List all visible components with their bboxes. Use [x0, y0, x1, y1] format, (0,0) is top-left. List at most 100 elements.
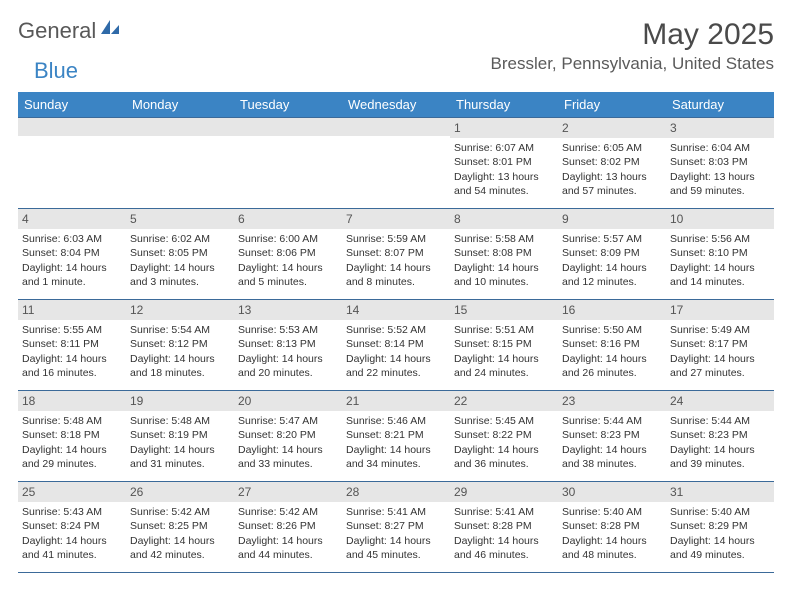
daylight-text: Daylight: 14 hours and 29 minutes. — [22, 443, 122, 471]
sunset-text: Sunset: 8:09 PM — [562, 246, 662, 260]
day-cell: 9Sunrise: 5:57 AMSunset: 8:09 PMDaylight… — [558, 209, 666, 299]
day-details: Sunrise: 5:41 AMSunset: 8:28 PMDaylight:… — [450, 502, 558, 566]
day-cell: 16Sunrise: 5:50 AMSunset: 8:16 PMDayligh… — [558, 300, 666, 390]
sunrise-text: Sunrise: 5:48 AM — [22, 414, 122, 428]
day-cell: 27Sunrise: 5:42 AMSunset: 8:26 PMDayligh… — [234, 482, 342, 572]
day-details: Sunrise: 6:07 AMSunset: 8:01 PMDaylight:… — [450, 138, 558, 202]
sunset-text: Sunset: 8:28 PM — [562, 519, 662, 533]
sunrise-text: Sunrise: 5:54 AM — [130, 323, 230, 337]
day-cell: 15Sunrise: 5:51 AMSunset: 8:15 PMDayligh… — [450, 300, 558, 390]
sunset-text: Sunset: 8:13 PM — [238, 337, 338, 351]
day-details: Sunrise: 5:51 AMSunset: 8:15 PMDaylight:… — [450, 320, 558, 384]
day-details: Sunrise: 6:04 AMSunset: 8:03 PMDaylight:… — [666, 138, 774, 202]
sunrise-text: Sunrise: 5:44 AM — [670, 414, 770, 428]
sunset-text: Sunset: 8:24 PM — [22, 519, 122, 533]
day-details: Sunrise: 5:53 AMSunset: 8:13 PMDaylight:… — [234, 320, 342, 384]
day-cell: 31Sunrise: 5:40 AMSunset: 8:29 PMDayligh… — [666, 482, 774, 572]
day-number: 6 — [234, 209, 342, 229]
week-row: 11Sunrise: 5:55 AMSunset: 8:11 PMDayligh… — [18, 299, 774, 390]
sunset-text: Sunset: 8:23 PM — [670, 428, 770, 442]
sunrise-text: Sunrise: 5:50 AM — [562, 323, 662, 337]
daylight-text: Daylight: 14 hours and 22 minutes. — [346, 352, 446, 380]
day-details: Sunrise: 5:52 AMSunset: 8:14 PMDaylight:… — [342, 320, 450, 384]
day-number: 4 — [18, 209, 126, 229]
day-cell: 21Sunrise: 5:46 AMSunset: 8:21 PMDayligh… — [342, 391, 450, 481]
day-cell: 2Sunrise: 6:05 AMSunset: 8:02 PMDaylight… — [558, 118, 666, 208]
day-cell: 22Sunrise: 5:45 AMSunset: 8:22 PMDayligh… — [450, 391, 558, 481]
daylight-text: Daylight: 14 hours and 39 minutes. — [670, 443, 770, 471]
day-details: Sunrise: 6:00 AMSunset: 8:06 PMDaylight:… — [234, 229, 342, 293]
day-number: 29 — [450, 482, 558, 502]
day-cell: 7Sunrise: 5:59 AMSunset: 8:07 PMDaylight… — [342, 209, 450, 299]
sunset-text: Sunset: 8:08 PM — [454, 246, 554, 260]
sunrise-text: Sunrise: 5:45 AM — [454, 414, 554, 428]
daylight-text: Daylight: 14 hours and 8 minutes. — [346, 261, 446, 289]
day-details: Sunrise: 5:54 AMSunset: 8:12 PMDaylight:… — [126, 320, 234, 384]
day-number: 9 — [558, 209, 666, 229]
daylight-text: Daylight: 14 hours and 14 minutes. — [670, 261, 770, 289]
day-number: 8 — [450, 209, 558, 229]
day-cell: 18Sunrise: 5:48 AMSunset: 8:18 PMDayligh… — [18, 391, 126, 481]
weekday-col: Tuesday — [234, 92, 342, 117]
day-cell: 10Sunrise: 5:56 AMSunset: 8:10 PMDayligh… — [666, 209, 774, 299]
sunset-text: Sunset: 8:10 PM — [670, 246, 770, 260]
day-details: Sunrise: 5:42 AMSunset: 8:25 PMDaylight:… — [126, 502, 234, 566]
daylight-text: Daylight: 14 hours and 33 minutes. — [238, 443, 338, 471]
sunset-text: Sunset: 8:02 PM — [562, 155, 662, 169]
day-number: 25 — [18, 482, 126, 502]
day-details: Sunrise: 5:44 AMSunset: 8:23 PMDaylight:… — [666, 411, 774, 475]
calendar: Sunday Monday Tuesday Wednesday Thursday… — [18, 92, 774, 573]
day-details: Sunrise: 5:58 AMSunset: 8:08 PMDaylight:… — [450, 229, 558, 293]
sunset-text: Sunset: 8:12 PM — [130, 337, 230, 351]
day-number: 21 — [342, 391, 450, 411]
day-cell: 17Sunrise: 5:49 AMSunset: 8:17 PMDayligh… — [666, 300, 774, 390]
logo-sail-icon — [99, 18, 121, 41]
day-cell: 1Sunrise: 6:07 AMSunset: 8:01 PMDaylight… — [450, 118, 558, 208]
day-number: 20 — [234, 391, 342, 411]
sunrise-text: Sunrise: 5:42 AM — [130, 505, 230, 519]
sunrise-text: Sunrise: 5:58 AM — [454, 232, 554, 246]
daylight-text: Daylight: 14 hours and 26 minutes. — [562, 352, 662, 380]
sunrise-text: Sunrise: 5:53 AM — [238, 323, 338, 337]
sunset-text: Sunset: 8:04 PM — [22, 246, 122, 260]
sunrise-text: Sunrise: 5:44 AM — [562, 414, 662, 428]
day-details: Sunrise: 5:46 AMSunset: 8:21 PMDaylight:… — [342, 411, 450, 475]
daylight-text: Daylight: 14 hours and 48 minutes. — [562, 534, 662, 562]
daylight-text: Daylight: 14 hours and 34 minutes. — [346, 443, 446, 471]
daylight-text: Daylight: 13 hours and 54 minutes. — [454, 170, 554, 198]
sunrise-text: Sunrise: 5:40 AM — [670, 505, 770, 519]
daylight-text: Daylight: 14 hours and 45 minutes. — [346, 534, 446, 562]
sunset-text: Sunset: 8:26 PM — [238, 519, 338, 533]
daylight-text: Daylight: 14 hours and 18 minutes. — [130, 352, 230, 380]
week-row: 4Sunrise: 6:03 AMSunset: 8:04 PMDaylight… — [18, 208, 774, 299]
sunrise-text: Sunrise: 5:42 AM — [238, 505, 338, 519]
day-details: Sunrise: 6:02 AMSunset: 8:05 PMDaylight:… — [126, 229, 234, 293]
sunrise-text: Sunrise: 5:56 AM — [670, 232, 770, 246]
day-number — [18, 118, 126, 136]
day-details: Sunrise: 6:03 AMSunset: 8:04 PMDaylight:… — [18, 229, 126, 293]
day-details: Sunrise: 5:50 AMSunset: 8:16 PMDaylight:… — [558, 320, 666, 384]
sunrise-text: Sunrise: 5:51 AM — [454, 323, 554, 337]
day-number: 24 — [666, 391, 774, 411]
sunset-text: Sunset: 8:19 PM — [130, 428, 230, 442]
day-details: Sunrise: 5:45 AMSunset: 8:22 PMDaylight:… — [450, 411, 558, 475]
sunrise-text: Sunrise: 5:59 AM — [346, 232, 446, 246]
sunrise-text: Sunrise: 6:04 AM — [670, 141, 770, 155]
day-cell: 12Sunrise: 5:54 AMSunset: 8:12 PMDayligh… — [126, 300, 234, 390]
sunrise-text: Sunrise: 6:03 AM — [22, 232, 122, 246]
day-cell: 30Sunrise: 5:40 AMSunset: 8:28 PMDayligh… — [558, 482, 666, 572]
sunset-text: Sunset: 8:25 PM — [130, 519, 230, 533]
sunset-text: Sunset: 8:01 PM — [454, 155, 554, 169]
month-year-title: May 2025 — [491, 18, 774, 52]
day-details: Sunrise: 5:48 AMSunset: 8:19 PMDaylight:… — [126, 411, 234, 475]
day-details: Sunrise: 5:56 AMSunset: 8:10 PMDaylight:… — [666, 229, 774, 293]
week-row: 1Sunrise: 6:07 AMSunset: 8:01 PMDaylight… — [18, 117, 774, 208]
sunrise-text: Sunrise: 6:07 AM — [454, 141, 554, 155]
sunset-text: Sunset: 8:18 PM — [22, 428, 122, 442]
sunrise-text: Sunrise: 5:47 AM — [238, 414, 338, 428]
day-cell: 26Sunrise: 5:42 AMSunset: 8:25 PMDayligh… — [126, 482, 234, 572]
daylight-text: Daylight: 14 hours and 5 minutes. — [238, 261, 338, 289]
day-number — [126, 118, 234, 136]
daylight-text: Daylight: 14 hours and 31 minutes. — [130, 443, 230, 471]
day-details: Sunrise: 5:55 AMSunset: 8:11 PMDaylight:… — [18, 320, 126, 384]
